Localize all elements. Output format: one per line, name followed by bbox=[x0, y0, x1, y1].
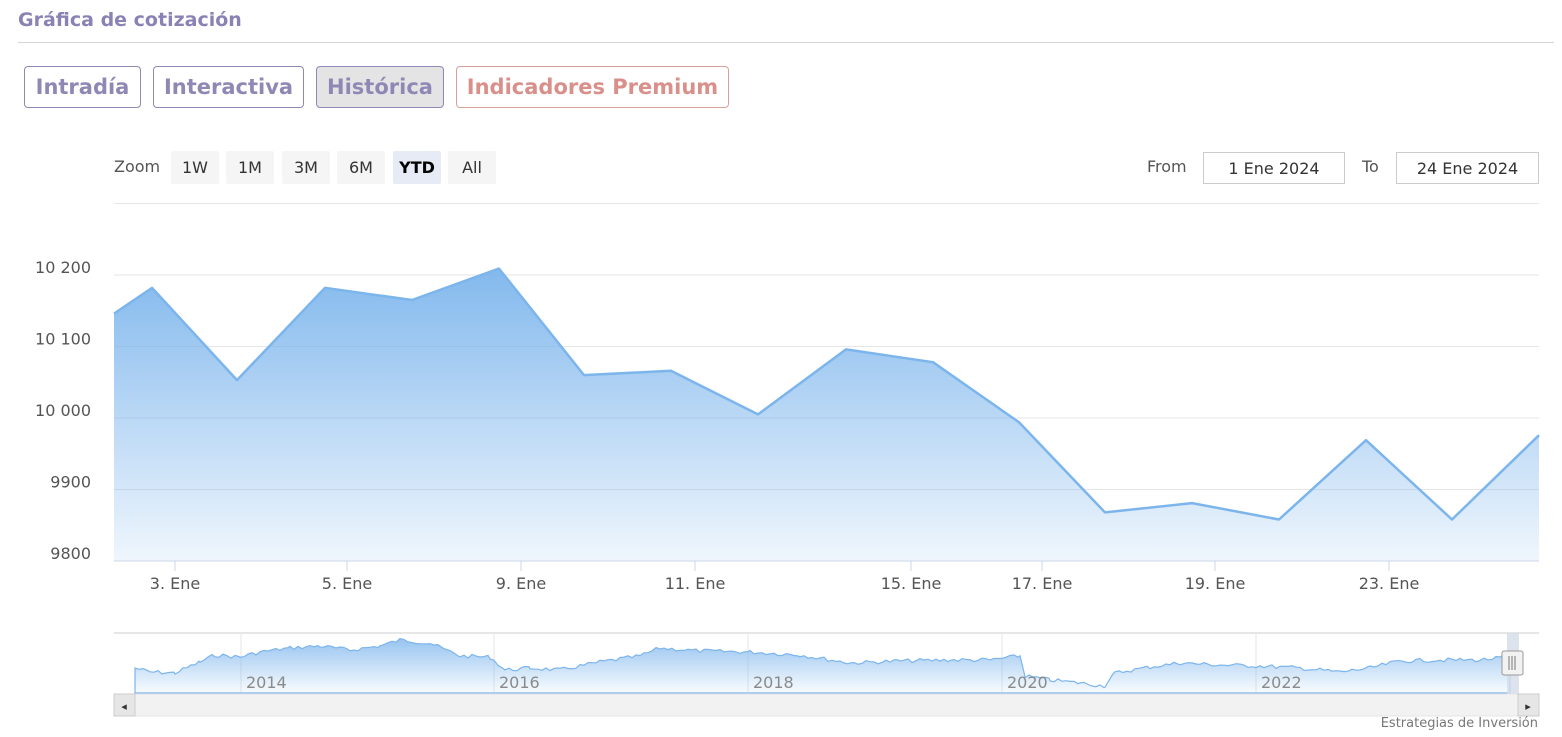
to-date-input[interactable]: 24 Ene 2024 bbox=[1396, 152, 1539, 184]
x-tick-label: 23. Ene bbox=[1359, 574, 1420, 593]
scroll-left-arrow-icon: ◂ bbox=[121, 700, 127, 713]
tab-indicadores-premium[interactable]: Indicadores Premium bbox=[456, 66, 729, 108]
chart-top-divider bbox=[114, 203, 1539, 204]
navigator-area bbox=[134, 637, 1511, 694]
data-points bbox=[113, 268, 1540, 520]
title-divider bbox=[18, 42, 1554, 43]
zoom-ytd-button[interactable]: YTD bbox=[393, 151, 441, 184]
navigator-year-label: 2020 bbox=[1007, 673, 1048, 692]
x-tick-label: 5. Ene bbox=[322, 574, 372, 593]
x-tick-label: 15. Ene bbox=[881, 574, 942, 593]
to-label: To bbox=[1362, 157, 1379, 176]
navigator-year-label: 2022 bbox=[1261, 673, 1302, 692]
x-tick-label: 11. Ene bbox=[665, 574, 726, 593]
zoom-1m-button[interactable]: 1M bbox=[226, 151, 274, 184]
y-tick-label: 10 000 bbox=[35, 401, 91, 420]
scrollbar-track[interactable] bbox=[113, 693, 1540, 717]
zoom-label: Zoom bbox=[114, 157, 161, 176]
zoom-6m-button[interactable]: 6M bbox=[337, 151, 385, 184]
scroll-left-button[interactable] bbox=[113, 693, 136, 717]
zoom-3m-button[interactable]: 3M bbox=[282, 151, 330, 184]
navigator-year-label: 2014 bbox=[246, 673, 287, 692]
y-tick-label: 9800 bbox=[50, 544, 91, 563]
x-tick-label: 19. Ene bbox=[1185, 574, 1246, 593]
scroll-right-button[interactable] bbox=[1517, 693, 1540, 717]
navigator-labels: 2014 2016 2018 2020 2022 bbox=[246, 673, 1302, 692]
scroll-right-arrow-icon: ▸ bbox=[1525, 700, 1531, 713]
y-axis-labels: 10 200 10 100 10 000 9900 9800 bbox=[35, 258, 91, 563]
y-tick-label: 10 200 bbox=[35, 258, 91, 277]
x-tick-label: 17. Ene bbox=[1012, 574, 1073, 593]
tab-interactiva[interactable]: Interactiva bbox=[153, 66, 304, 108]
navigator-year-label: 2016 bbox=[499, 673, 540, 692]
y-tick-label: 9900 bbox=[50, 473, 91, 492]
credit-text: Estrategias de Inversión bbox=[1380, 716, 1538, 731]
navigator-year-label: 2018 bbox=[753, 673, 794, 692]
y-tick-label: 10 100 bbox=[35, 330, 91, 349]
x-axis-labels: 3. Ene 5. Ene 9. Ene 11. Ene 15. Ene 17. Ene 1… bbox=[150, 561, 1420, 593]
tab-historica[interactable]: Histórica bbox=[316, 66, 444, 108]
tab-intradia[interactable]: Intradía bbox=[24, 66, 141, 108]
x-tick-label: 3. Ene bbox=[150, 574, 200, 593]
from-label: From bbox=[1147, 157, 1187, 176]
zoom-all-button[interactable]: All bbox=[448, 151, 496, 184]
x-tick-label: 9. Ene bbox=[496, 574, 546, 593]
price-line bbox=[113, 267, 1540, 521]
price-area bbox=[114, 268, 1539, 561]
from-date-input[interactable]: 1 Ene 2024 bbox=[1203, 152, 1345, 184]
zoom-1w-button[interactable]: 1W bbox=[171, 151, 219, 184]
page-title: Gráfica de cotización bbox=[18, 9, 242, 31]
